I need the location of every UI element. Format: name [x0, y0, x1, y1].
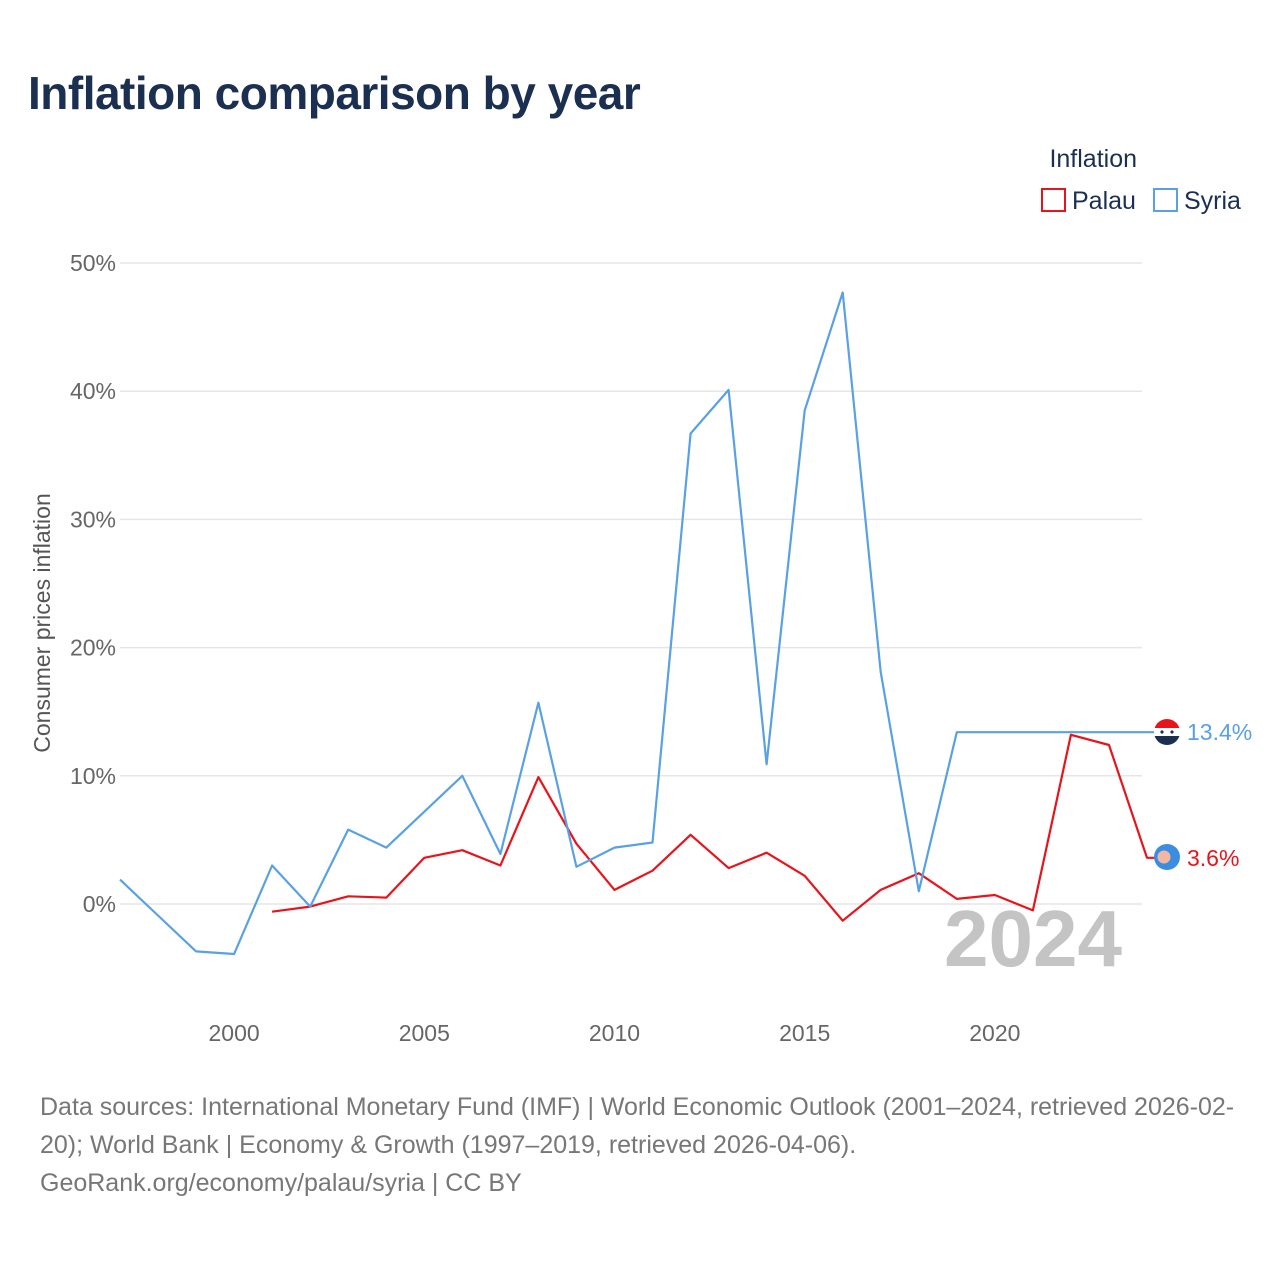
series-line-palau[interactable] — [271, 733, 1155, 922]
x-tick-label: 2020 — [969, 1020, 1020, 1046]
y-tick-label: 40% — [70, 378, 116, 404]
x-tick-label: 2000 — [209, 1020, 260, 1046]
legend-swatch-palau[interactable] — [1041, 188, 1066, 212]
syria-flag-icon — [1154, 719, 1180, 745]
y-tick-label: 50% — [70, 250, 116, 276]
y-tick-label: 10% — [70, 763, 116, 789]
y-tick-label: 30% — [70, 506, 116, 532]
legend-label-palau[interactable]: Palau — [1072, 187, 1136, 215]
x-tick-label: 2010 — [589, 1020, 640, 1046]
x-tick-label: 2015 — [779, 1020, 830, 1046]
legend-swatch-syria[interactable] — [1153, 188, 1178, 212]
chart-title: Inflation comparison by year — [28, 67, 641, 119]
y-tick-label: 0% — [83, 891, 116, 917]
y-tick-label: 20% — [70, 635, 116, 661]
legend: Inflation Palau Syria — [1041, 145, 1241, 215]
legend-title: Inflation — [1049, 145, 1137, 173]
series-line-syria[interactable] — [119, 291, 1155, 956]
series-end-markers: 3.6% 13.4% — [1187, 719, 1252, 871]
data-sources: Data sources: International Monetary Fun… — [40, 1088, 1250, 1202]
y-axis-ticks: 0% 10% 20% 30% 40% 50% — [70, 250, 116, 917]
end-label-syria: 13.4% — [1187, 719, 1252, 745]
y-axis-label: Consumer prices inflation — [29, 493, 55, 753]
source-line-1: Data sources: International Monetary Fun… — [40, 1093, 1235, 1159]
x-tick-label: 2005 — [399, 1020, 450, 1046]
series-lines — [119, 291, 1155, 956]
legend-label-syria[interactable]: Syria — [1184, 187, 1241, 215]
end-label-palau: 3.6% — [1187, 845, 1239, 871]
palau-flag-icon — [1154, 844, 1180, 870]
x-axis-ticks: 2000 2005 2010 2015 2020 — [209, 1020, 1021, 1046]
gridlines — [120, 262, 1142, 905]
source-line-2: GeoRank.org/economy/palau/syria | CC BY — [40, 1169, 522, 1197]
